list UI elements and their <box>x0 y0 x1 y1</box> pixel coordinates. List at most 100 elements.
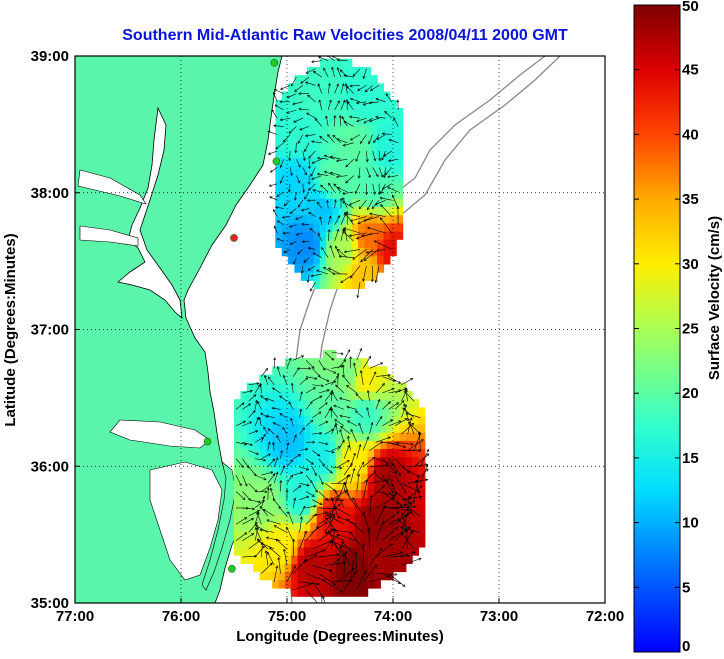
velocity-arrowhead <box>373 470 377 474</box>
field-cell <box>291 530 299 540</box>
velocity-arrowhead <box>308 155 312 159</box>
field-cell <box>253 391 261 400</box>
velocity-arrow <box>286 442 289 451</box>
velocity-arrow <box>363 117 373 124</box>
velocity-arrow <box>273 472 278 484</box>
field-cell <box>412 538 420 548</box>
velocity-arrow <box>367 390 370 402</box>
velocity-arrow <box>307 94 316 103</box>
velocity-arrowhead <box>279 395 283 399</box>
field-cell <box>281 198 289 207</box>
field-cell <box>367 481 375 491</box>
field-cell <box>234 407 241 417</box>
field-cell <box>361 415 369 425</box>
field-cell <box>348 366 356 376</box>
velocity-arrowhead <box>410 378 414 381</box>
velocity-arrow <box>275 142 284 150</box>
field-cell <box>393 546 400 556</box>
velocity-arrow <box>375 543 393 558</box>
field-cell <box>323 415 330 425</box>
velocity-arrowhead <box>311 177 315 180</box>
velocity-arrow <box>334 83 339 94</box>
velocity-arrowhead <box>397 473 401 477</box>
field-cell <box>316 464 324 474</box>
field-cell <box>393 538 400 548</box>
velocity-arrowhead <box>368 119 373 123</box>
velocity-arrowhead <box>273 225 277 229</box>
velocity-arrowhead <box>311 60 315 64</box>
velocity-arrow <box>235 491 246 500</box>
field-cell <box>259 374 267 384</box>
field-cell <box>358 247 365 257</box>
velocity-arrowhead <box>354 551 358 555</box>
field-cell <box>351 222 359 232</box>
velocity-arrowhead <box>404 390 407 394</box>
field-cell <box>259 415 267 425</box>
field-cell <box>291 464 299 474</box>
velocity-arrow <box>309 228 316 234</box>
velocity-arrow <box>327 99 332 111</box>
velocity-arrowhead <box>268 484 272 487</box>
field-cell <box>319 91 327 101</box>
velocity-arrow <box>405 413 421 418</box>
field-cell <box>323 391 330 400</box>
field-cell <box>361 407 369 417</box>
velocity-arrowhead <box>276 194 280 197</box>
field-cell <box>351 108 359 117</box>
velocity-arrow <box>299 496 309 500</box>
velocity-arrowhead <box>342 374 345 378</box>
velocity-arrow <box>248 499 261 503</box>
velocity-arrow <box>369 371 377 385</box>
field-cell <box>310 497 318 507</box>
field-cell <box>386 538 394 548</box>
field-cell <box>338 247 346 257</box>
field-cell <box>259 456 267 466</box>
field-cell <box>383 222 391 232</box>
velocity-arrowhead <box>256 538 260 542</box>
field-cell <box>326 165 334 175</box>
field-cell <box>275 116 283 125</box>
velocity-arrow <box>297 200 304 208</box>
field-cell <box>399 423 407 433</box>
velocity-arrow <box>242 555 257 558</box>
velocity-arrow <box>337 482 346 500</box>
field-cell <box>307 116 315 125</box>
field-cell <box>338 239 346 248</box>
field-cell <box>319 149 327 158</box>
velocity-arrowhead <box>304 530 307 534</box>
field-cell <box>380 489 388 499</box>
field-cell <box>345 222 353 232</box>
velocity-arrowhead <box>239 483 242 487</box>
velocity-arrow <box>375 416 383 427</box>
field-cell <box>284 571 292 581</box>
field-cell <box>332 272 340 281</box>
field-cell <box>272 432 280 441</box>
field-cell <box>319 58 327 68</box>
field-cell <box>367 489 375 499</box>
field-cell <box>364 157 372 166</box>
velocity-arrowhead <box>349 97 354 101</box>
velocity-arrowhead <box>276 366 280 370</box>
velocity-arrowhead <box>366 389 370 393</box>
velocity-arrowhead <box>346 420 350 424</box>
field-cell <box>399 415 407 425</box>
velocity-arrow <box>305 526 319 541</box>
velocity-arrow <box>312 466 317 476</box>
velocity-arrow <box>382 458 397 474</box>
velocity-arrowhead <box>288 224 293 228</box>
velocity-arrowhead <box>336 248 340 252</box>
field-cell <box>373 522 381 532</box>
velocity-arrow <box>292 101 303 105</box>
field-cell <box>323 366 330 376</box>
velocity-arrow <box>360 370 364 385</box>
velocity-arrowhead <box>259 528 263 532</box>
field-cell <box>294 165 302 175</box>
velocity-arrow <box>267 458 275 468</box>
velocity-arrow <box>347 420 357 427</box>
field-cell <box>358 198 365 207</box>
velocity-arrow <box>357 216 373 224</box>
velocity-arrow <box>355 410 364 418</box>
velocity-arrowhead <box>379 415 383 420</box>
field-cell <box>278 448 286 458</box>
field-cell <box>284 563 292 573</box>
